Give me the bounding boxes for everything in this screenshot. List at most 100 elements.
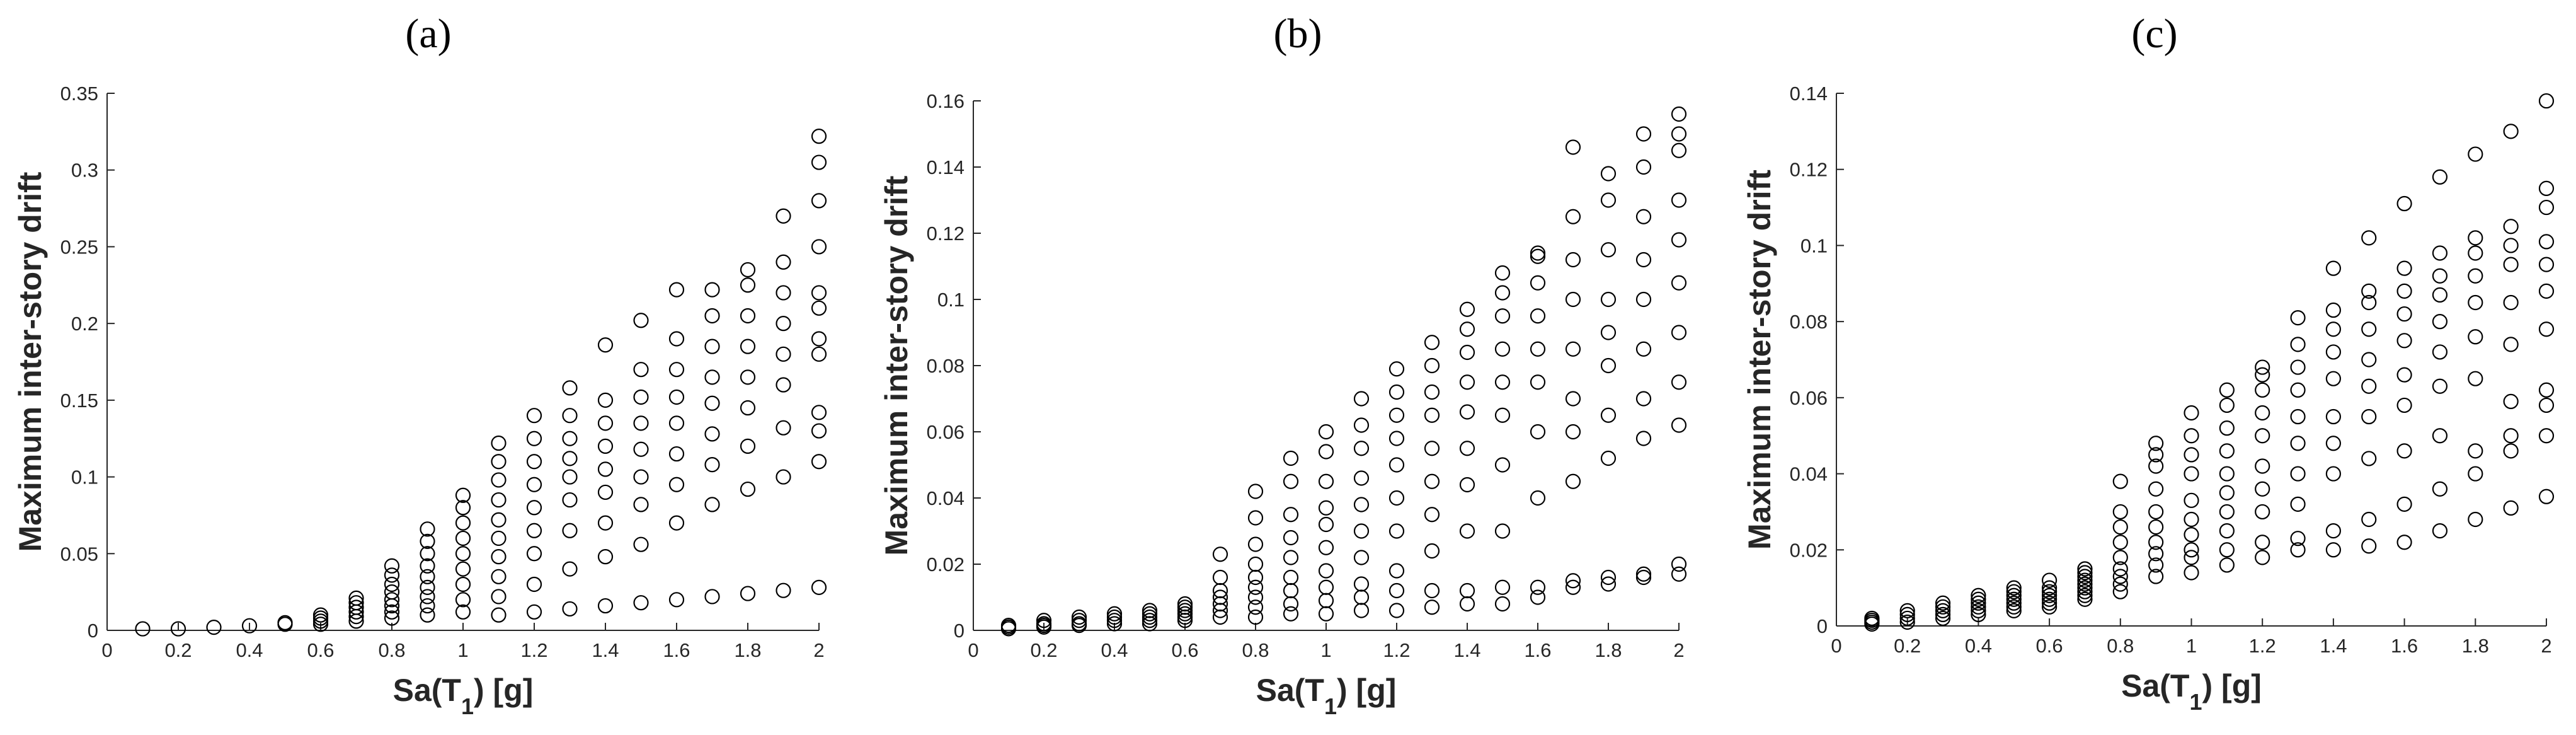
data-point <box>1388 490 1405 506</box>
data-point <box>491 512 507 528</box>
data-point <box>704 395 720 411</box>
data-point <box>2006 603 2022 618</box>
data-point <box>491 454 507 470</box>
data-point <box>811 300 827 316</box>
data-point <box>2255 428 2270 444</box>
data-point <box>1671 275 1687 291</box>
data-point <box>1459 596 1475 612</box>
data-point <box>1283 606 1299 622</box>
data-point <box>1424 473 1440 489</box>
data-point <box>740 308 756 324</box>
data-point <box>526 546 542 562</box>
data-point <box>633 441 649 457</box>
data-point <box>704 426 720 442</box>
data-point <box>1494 308 1511 324</box>
data-point <box>2077 591 2093 607</box>
y-tick-label: 0.06 <box>927 421 965 443</box>
data-point <box>2184 492 2199 508</box>
data-point <box>2148 569 2164 584</box>
data-point <box>597 549 614 565</box>
data-point <box>633 536 649 552</box>
data-point <box>455 576 471 593</box>
y-tick-label: 0.25 <box>60 236 98 258</box>
data-point <box>1353 470 1370 486</box>
data-point <box>1353 576 1370 592</box>
data-point <box>2219 557 2235 573</box>
data-point <box>704 339 720 354</box>
data-point <box>526 408 542 424</box>
data-point <box>1283 507 1299 523</box>
data-point <box>1565 341 1581 357</box>
data-point <box>562 523 578 538</box>
data-point <box>740 400 756 416</box>
data-point <box>491 569 507 584</box>
data-point <box>633 469 649 485</box>
x-axis-title-suffix: ) [g] <box>1337 673 1396 708</box>
x-axis-title-main: Sa(T <box>393 673 461 708</box>
data-point <box>1353 497 1370 512</box>
x-tick-label: 0.4 <box>1101 639 1128 661</box>
data-point <box>2396 443 2412 459</box>
data-point <box>1247 589 1264 605</box>
x-axis-title: Sa(T1) [g] <box>393 673 534 719</box>
data-point <box>1283 450 1299 466</box>
y-tick-label: 0.14 <box>927 156 965 178</box>
data-point <box>1106 606 1123 622</box>
data-point <box>2255 359 2270 375</box>
x-axis-title-main: Sa(T <box>1256 673 1324 708</box>
data-point <box>1565 139 1581 155</box>
data-point <box>1459 404 1475 420</box>
data-point <box>491 549 507 565</box>
data-point <box>312 607 329 623</box>
data-point <box>668 415 685 431</box>
data-point <box>1565 473 1581 489</box>
data-point <box>526 523 542 538</box>
data-point <box>1247 556 1264 572</box>
data-point <box>1318 540 1334 555</box>
data-point <box>1635 569 1652 586</box>
data-point <box>491 530 507 547</box>
data-point <box>1971 599 1986 615</box>
data-point <box>597 484 614 501</box>
data-point <box>1388 582 1405 599</box>
data-point <box>1247 510 1264 526</box>
data-point <box>1388 523 1405 539</box>
data-point <box>2219 397 2235 414</box>
data-point <box>562 601 578 617</box>
data-point <box>2184 447 2199 463</box>
data-point <box>1565 291 1581 308</box>
data-point <box>1106 613 1123 628</box>
data-point <box>2184 428 2199 444</box>
data-point <box>2538 382 2555 398</box>
data-point <box>1635 209 1652 224</box>
data-point <box>2468 294 2483 311</box>
data-point <box>1600 242 1617 258</box>
data-point <box>1935 603 1951 618</box>
data-point <box>2255 458 2270 474</box>
data-point <box>740 438 756 454</box>
data-point <box>1318 606 1334 622</box>
data-point <box>2396 195 2412 212</box>
data-point <box>776 469 791 485</box>
data-point <box>811 129 827 144</box>
x-tick-label: 1.2 <box>2249 635 2276 657</box>
data-point <box>2538 257 2555 272</box>
data-point <box>420 589 435 605</box>
x-tick-label: 2 <box>2541 635 2551 657</box>
data-point <box>2325 344 2341 360</box>
data-point <box>1142 603 1158 618</box>
x-axis-title-suffix: ) [g] <box>2202 668 2262 703</box>
data-point <box>2077 561 2093 577</box>
data-point <box>2432 344 2448 360</box>
data-point <box>668 515 685 531</box>
data-point <box>668 592 685 608</box>
data-point <box>1212 569 1228 586</box>
data-point <box>1212 589 1228 605</box>
data-point <box>1247 599 1264 615</box>
data-point <box>384 610 400 626</box>
y-tick-label: 0.16 <box>927 90 965 112</box>
data-point <box>1247 483 1264 499</box>
data-point <box>1671 192 1687 208</box>
data-point <box>2396 397 2412 414</box>
